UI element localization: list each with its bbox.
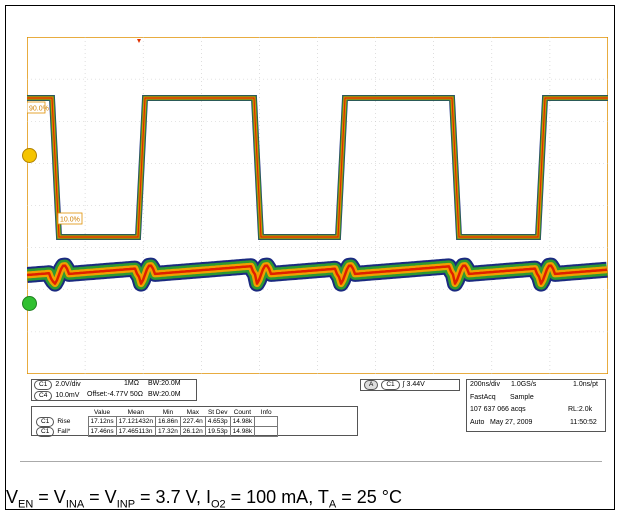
header-mean: Mean bbox=[127, 408, 144, 416]
header-stdev: St Dev bbox=[207, 408, 228, 416]
fall-ch-tag: C1 bbox=[36, 426, 55, 437]
trigger-mode: Auto bbox=[470, 419, 485, 426]
acq-date: May 27, 2009 bbox=[490, 419, 533, 426]
trigger-level: 3.44V bbox=[406, 381, 425, 388]
header-max: Max bbox=[186, 408, 199, 416]
ch4-impedance: 50Ω bbox=[130, 391, 144, 398]
label-90-percent: 90.0% bbox=[29, 106, 49, 113]
graticule bbox=[27, 37, 608, 374]
measurement-row-fall[interactable]: C1 Fall* 17.46ns 17.465113n 17.32n 26.12n… bbox=[34, 426, 279, 437]
ch4-trace-band bbox=[27, 264, 608, 285]
header-value: Value bbox=[93, 408, 111, 416]
channel-1-ground-marker[interactable] bbox=[22, 148, 37, 163]
ch1-settings-row: C1 2.0V/div bbox=[34, 380, 81, 390]
ch4-bandwidth: BW:20.0M bbox=[148, 391, 181, 398]
channel-1-trace bbox=[27, 95, 608, 240]
rise-mean: 17.121432n bbox=[115, 416, 156, 427]
fall-mean: 17.465113n bbox=[115, 426, 156, 437]
measurement-table: Value Mean Min Max St Dev Count Info C1 R… bbox=[34, 408, 279, 437]
fall-value: 17.46ns bbox=[87, 426, 117, 437]
measurement-header-row: Value Mean Min Max St Dev Count Info bbox=[34, 408, 278, 417]
header-count: Count bbox=[233, 408, 252, 416]
oscilloscope-screen: 90.0% 10.0% bbox=[27, 37, 608, 374]
ch1-scale: 2.0V/div bbox=[55, 381, 81, 388]
fall-min: 17.32n bbox=[154, 426, 181, 437]
channel-4-ground-marker[interactable] bbox=[22, 296, 37, 311]
timebase: 200ns/div bbox=[470, 381, 500, 388]
fall-label: Fall* bbox=[57, 427, 71, 435]
figure-caption: VEN = VINA = VINP = 3.7 V, IO2 = 100 mA,… bbox=[6, 487, 402, 511]
acq-count: 107 637 066 acqs bbox=[470, 406, 526, 413]
ch4-tag[interactable]: C4 bbox=[34, 391, 53, 401]
resolution: 1.0ns/pt bbox=[573, 381, 598, 388]
measurement-row-rise[interactable]: C1 Rise 17.12ns 17.121432n 16.86n 227.4n … bbox=[34, 416, 279, 427]
acquisition-panel bbox=[466, 379, 606, 432]
header-min: Min bbox=[162, 408, 174, 416]
rise-label: Rise bbox=[57, 417, 71, 425]
header-info: Info bbox=[260, 408, 272, 416]
ch4-scale: 10.0mV bbox=[55, 392, 80, 399]
sample-rate: 1.0GS/s bbox=[511, 381, 537, 388]
rise-max: 227.4n bbox=[179, 416, 206, 427]
figure-frame bbox=[5, 5, 615, 510]
rise-stdev: 4.653p bbox=[204, 416, 231, 427]
ch1-impedance: 1MΩ bbox=[124, 380, 139, 387]
acq-mode: FastAcq bbox=[470, 394, 496, 401]
channel-settings-panel bbox=[31, 379, 197, 401]
fall-stdev: 19.53p bbox=[204, 426, 231, 437]
fall-max: 26.12n bbox=[179, 426, 206, 437]
acq-type: Sample bbox=[510, 394, 534, 401]
record-length: RL:2.0k bbox=[568, 406, 593, 413]
trigger-settings: A C1 ∫ 3.44V bbox=[364, 380, 425, 390]
rise-count: 14.98k bbox=[229, 416, 256, 427]
rise-ch-tag: C1 bbox=[36, 416, 55, 427]
trigger-source-tag[interactable]: C1 bbox=[381, 380, 400, 390]
channel-4-trace bbox=[27, 257, 608, 292]
acq-time: 11:50:52 bbox=[570, 419, 597, 426]
rise-info bbox=[254, 416, 279, 427]
fall-count: 14.98k bbox=[229, 426, 256, 437]
fall-info bbox=[254, 426, 279, 437]
ch1-bandwidth: BW:20.0M bbox=[148, 380, 181, 387]
caption-separator bbox=[20, 461, 602, 462]
ch4-offset: Offset:-4.77V bbox=[87, 391, 129, 398]
label-10-percent: 10.0% bbox=[60, 217, 80, 224]
ch4-settings-row: C4 10.0mV bbox=[34, 391, 79, 401]
ch1-tag[interactable]: C1 bbox=[34, 380, 53, 390]
trigger-a-tag[interactable]: A bbox=[364, 380, 379, 390]
rise-min: 16.86n bbox=[154, 416, 181, 427]
rise-value: 17.12ns bbox=[87, 416, 117, 427]
trigger-position-marker bbox=[137, 39, 141, 43]
rising-edge-icon: ∫ bbox=[402, 381, 405, 388]
ch1-trace-band bbox=[27, 97, 608, 238]
